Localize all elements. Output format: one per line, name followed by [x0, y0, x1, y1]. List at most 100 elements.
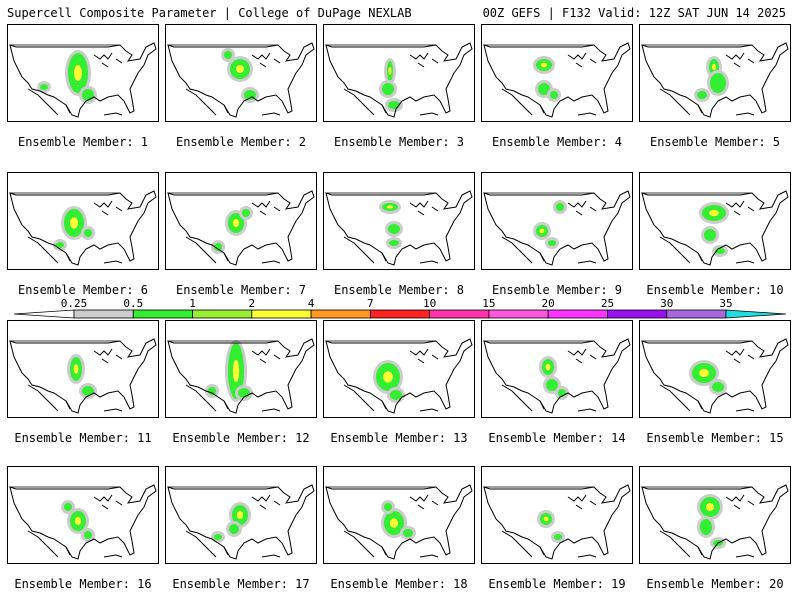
coastline: [725, 52, 755, 68]
ensemble-member-map: [639, 172, 791, 270]
colorbar-tick-label: 4: [307, 297, 315, 310]
coastline: [501, 88, 545, 116]
coastline: [261, 408, 281, 412]
ensemble-member-map: [165, 172, 317, 270]
ensemble-member-map: [165, 320, 317, 418]
coastline: [251, 494, 281, 510]
coastline: [409, 348, 439, 364]
coastline: [577, 554, 597, 558]
coastline: [725, 494, 755, 510]
scp-contour-high: [545, 363, 551, 371]
ensemble-member-map: [165, 24, 317, 122]
ensemble-member-caption: Ensemble Member: 14: [488, 431, 626, 445]
coastline: [185, 530, 229, 558]
colorbar-tick-label: 0.5: [123, 297, 144, 310]
us-basemap: [167, 190, 315, 266]
coastline: [419, 408, 439, 412]
coastline: [483, 484, 631, 560]
colorbar-tick-label: 30: [660, 297, 674, 310]
coastline: [659, 530, 703, 558]
scp-contour: [712, 382, 724, 392]
colorbar-segment: [488, 309, 549, 319]
scp-contour: [224, 51, 232, 59]
scp-contour-high: [232, 219, 240, 227]
scp-contour: [548, 240, 556, 246]
coastline: [251, 200, 281, 216]
scp-contour-high: [709, 209, 719, 217]
ensemble-member-map: [481, 24, 633, 122]
ensemble-member-caption: Ensemble Member: 15: [646, 431, 784, 445]
us-basemap: [641, 484, 789, 560]
scp-contour: [229, 524, 239, 534]
ensemble-member-caption: Ensemble Member: 4: [491, 135, 623, 149]
ensemble-member-map: [639, 24, 791, 122]
ensemble-member-caption: Ensemble Member: 9: [491, 283, 623, 297]
scp-contour-high: [70, 217, 78, 229]
us-basemap: [325, 42, 473, 118]
coastline: [641, 42, 789, 118]
coastline: [167, 338, 315, 414]
ensemble-member-map: [481, 466, 633, 564]
scp-contour: [546, 379, 558, 391]
scp-contour: [40, 84, 48, 90]
coastline: [185, 384, 229, 412]
ensemble-member-caption: Ensemble Member: 8: [333, 283, 465, 297]
scp-contour-high: [543, 516, 549, 522]
ensemble-member-caption: Ensemble Member: 5: [649, 135, 781, 149]
coastline: [261, 554, 281, 558]
coastline: [167, 190, 315, 266]
coastline: [251, 348, 281, 364]
color-scale-bar: [13, 309, 787, 319]
ensemble-member-caption: Ensemble Member: 13: [330, 431, 468, 445]
us-basemap: [483, 484, 631, 560]
scp-contour-high: [712, 63, 716, 71]
scp-contour-high: [236, 511, 244, 519]
coastline: [659, 88, 703, 116]
coastline: [577, 408, 597, 412]
colorbar-segment: [666, 309, 727, 319]
coastline: [735, 112, 755, 116]
us-basemap: [325, 190, 473, 266]
us-basemap: [9, 190, 157, 266]
coastline: [343, 88, 387, 116]
colorbar-tick-label: 15: [482, 297, 496, 310]
colorbar-tick-label: 2: [248, 297, 256, 310]
coastline: [567, 52, 597, 68]
scp-contour-high: [74, 517, 82, 525]
colorbar-segment: [547, 309, 608, 319]
coastline: [483, 338, 631, 414]
us-basemap: [483, 42, 631, 118]
us-basemap: [167, 338, 315, 414]
scp-contour: [388, 101, 400, 109]
ensemble-member-map: [165, 466, 317, 564]
coastline: [735, 260, 755, 264]
ensemble-member-map: [7, 172, 159, 270]
coastline: [501, 384, 545, 412]
ensemble-member-caption: Ensemble Member: 11: [14, 431, 152, 445]
coastline: [185, 236, 229, 264]
coastline: [343, 530, 387, 558]
scp-contour: [214, 534, 222, 540]
scp-contour: [388, 224, 400, 234]
coastline: [343, 236, 387, 264]
ensemble-member-caption: Ensemble Member: 6: [17, 283, 149, 297]
scp-contour: [84, 531, 92, 539]
ensemble-member-caption: Ensemble Member: 1: [17, 135, 149, 149]
scp-contour: [64, 503, 72, 511]
ensemble-member-caption: Ensemble Member: 2: [175, 135, 307, 149]
coastline: [93, 348, 123, 364]
coastline: [27, 384, 71, 412]
valid-time-label: 00Z GEFS | F132 Valid: 12Z SAT JUN 14 20…: [482, 6, 786, 20]
coastline: [641, 484, 789, 560]
coastline: [185, 88, 229, 116]
scp-contour: [82, 89, 94, 101]
coastline: [567, 200, 597, 216]
coastline: [103, 408, 123, 412]
scp-contour: [242, 209, 250, 217]
scp-contour: [538, 83, 550, 95]
scp-contour: [214, 243, 222, 251]
scp-contour: [56, 242, 64, 248]
us-basemap: [325, 338, 473, 414]
ensemble-member-map: [323, 466, 475, 564]
coastline: [641, 338, 789, 414]
